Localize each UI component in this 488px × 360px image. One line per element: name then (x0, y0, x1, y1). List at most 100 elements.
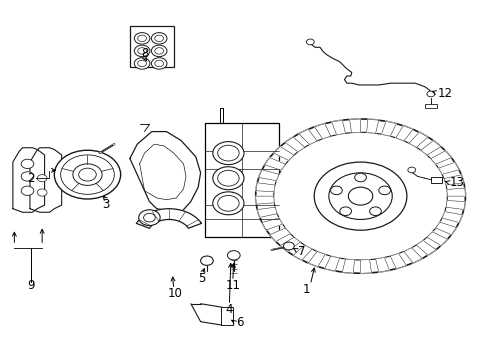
Circle shape (138, 48, 146, 54)
Circle shape (134, 45, 150, 57)
Circle shape (61, 155, 114, 194)
Text: 8: 8 (141, 47, 148, 60)
Text: 6: 6 (235, 316, 243, 329)
Polygon shape (360, 260, 371, 273)
Polygon shape (130, 132, 200, 216)
Circle shape (134, 58, 150, 69)
Polygon shape (375, 257, 388, 272)
Polygon shape (30, 148, 61, 212)
Circle shape (227, 251, 240, 260)
Circle shape (138, 35, 146, 41)
Polygon shape (435, 222, 455, 235)
Circle shape (328, 173, 391, 220)
Polygon shape (331, 120, 345, 135)
Circle shape (151, 33, 166, 44)
Circle shape (54, 150, 121, 199)
Polygon shape (307, 251, 325, 266)
Polygon shape (389, 253, 406, 269)
Polygon shape (366, 119, 378, 133)
Circle shape (212, 167, 244, 190)
Polygon shape (255, 183, 275, 192)
Circle shape (138, 60, 146, 67)
Polygon shape (264, 158, 285, 170)
Polygon shape (285, 137, 304, 152)
Polygon shape (349, 119, 360, 132)
Circle shape (407, 167, 415, 173)
Polygon shape (438, 162, 458, 174)
Circle shape (139, 210, 160, 226)
Circle shape (273, 132, 447, 260)
Polygon shape (342, 259, 354, 273)
Circle shape (21, 186, 34, 195)
Circle shape (314, 162, 406, 230)
Polygon shape (298, 129, 317, 144)
Polygon shape (408, 132, 427, 147)
Text: 2: 2 (27, 172, 35, 185)
Polygon shape (205, 123, 278, 237)
Polygon shape (420, 141, 440, 155)
Polygon shape (269, 228, 290, 242)
Polygon shape (430, 151, 450, 164)
Circle shape (212, 141, 244, 165)
Polygon shape (395, 126, 412, 141)
Circle shape (151, 45, 166, 57)
Circle shape (426, 91, 434, 97)
Circle shape (347, 187, 372, 205)
Polygon shape (426, 232, 447, 246)
Text: 1: 1 (302, 283, 309, 296)
Polygon shape (13, 148, 44, 212)
Polygon shape (293, 245, 311, 260)
Circle shape (155, 35, 163, 41)
Circle shape (21, 159, 34, 168)
Text: 3: 3 (102, 198, 109, 211)
Polygon shape (220, 108, 222, 123)
Polygon shape (441, 212, 461, 222)
Polygon shape (403, 248, 421, 263)
Circle shape (217, 145, 239, 161)
Polygon shape (255, 196, 274, 204)
Text: 13: 13 (449, 176, 464, 189)
Circle shape (283, 242, 294, 250)
Bar (430, 177, 441, 183)
Polygon shape (258, 170, 279, 181)
Circle shape (330, 186, 342, 195)
Text: 10: 10 (167, 287, 183, 300)
Circle shape (200, 256, 213, 265)
Polygon shape (314, 124, 330, 139)
Circle shape (306, 39, 314, 45)
Polygon shape (324, 256, 339, 271)
Circle shape (143, 213, 155, 222)
Polygon shape (273, 147, 293, 161)
Text: 9: 9 (27, 279, 35, 292)
Circle shape (155, 60, 163, 67)
Circle shape (339, 207, 351, 216)
Circle shape (37, 189, 47, 196)
Polygon shape (381, 121, 396, 136)
Polygon shape (136, 209, 201, 228)
Circle shape (155, 48, 163, 54)
Text: 12: 12 (437, 87, 452, 100)
Polygon shape (443, 175, 463, 185)
Circle shape (151, 58, 166, 69)
Bar (424, 104, 436, 108)
Bar (130, 26, 173, 67)
Polygon shape (446, 188, 465, 196)
Polygon shape (280, 237, 300, 252)
Circle shape (255, 119, 465, 273)
Polygon shape (257, 207, 277, 217)
Circle shape (217, 170, 239, 186)
Text: 4: 4 (224, 303, 232, 316)
Circle shape (79, 168, 96, 181)
Polygon shape (415, 240, 435, 255)
Text: 11: 11 (225, 279, 240, 292)
Text: 7: 7 (297, 244, 305, 257)
Circle shape (378, 186, 390, 195)
Circle shape (369, 207, 381, 216)
Polygon shape (262, 218, 282, 230)
Circle shape (73, 164, 102, 185)
Circle shape (37, 175, 47, 182)
Circle shape (354, 173, 366, 182)
Text: 5: 5 (198, 272, 205, 285)
Circle shape (134, 33, 150, 44)
Circle shape (212, 192, 244, 215)
